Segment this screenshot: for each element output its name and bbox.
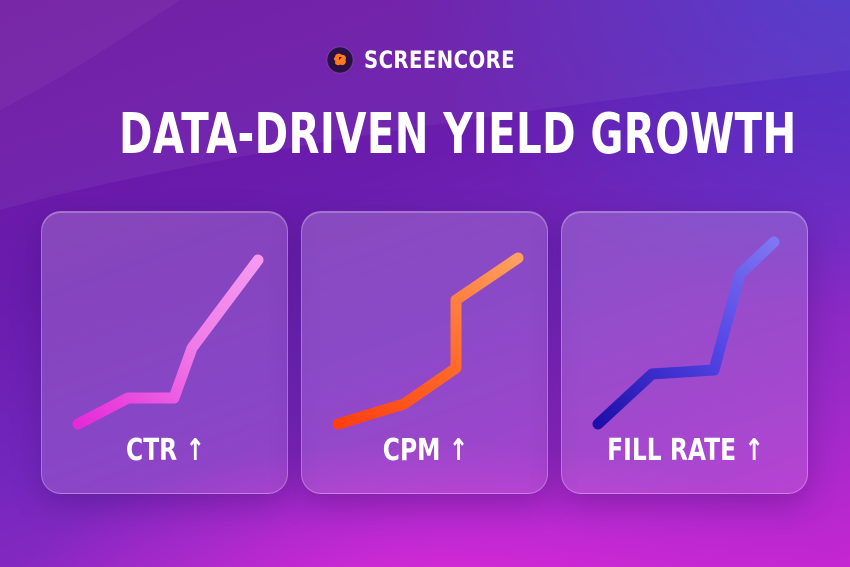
fill-rate-trend-line [592, 236, 780, 430]
metric-card-ctr: CTR ↑ [41, 211, 288, 494]
brand-name: SCREENCORE [363, 46, 515, 74]
card-label-ctr: CTR ↑ [126, 433, 205, 468]
card-label-fill-rate: FILL RATE ↑ [607, 433, 764, 468]
metric-card-fill-rate: FILL RATE ↑ [561, 211, 808, 494]
ctr-trend-line [72, 254, 264, 430]
metric-card-cpm: CPM ↑ [301, 211, 548, 494]
headline: DATA-DRIVEN YIELD GROWTH [119, 102, 797, 167]
cpm-trend-line [332, 252, 524, 430]
screencore-logo-icon [326, 46, 354, 74]
brand-lockup: SCREENCORE [0, 46, 850, 74]
card-label-cpm: CPM ↑ [382, 433, 469, 468]
